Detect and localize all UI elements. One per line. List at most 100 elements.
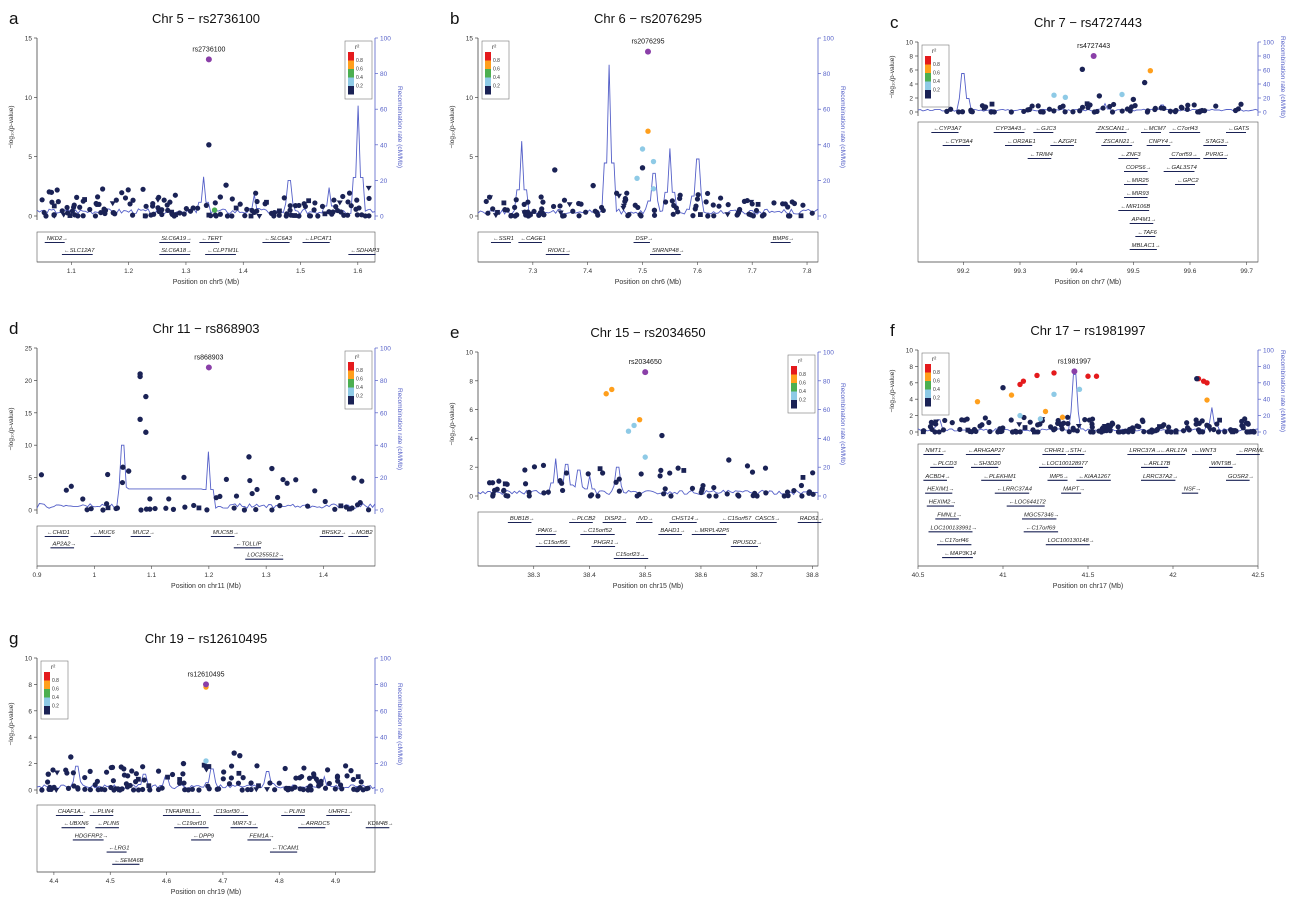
- r-tick-label: 0: [380, 508, 384, 515]
- snp-point: [253, 787, 260, 793]
- y-axis-title: −log₁₀(p-value): [8, 407, 15, 450]
- y-tick-label: 5: [28, 475, 32, 482]
- snp-point: [356, 205, 362, 211]
- r-tick-label: 100: [823, 36, 834, 43]
- snp-point: [1130, 96, 1137, 103]
- gene-label: PVRIG→: [1205, 152, 1229, 158]
- snp-point: [744, 197, 750, 204]
- snp-point: [229, 213, 235, 219]
- snp-point: [135, 776, 141, 782]
- snp-point: [658, 467, 664, 473]
- lead-snp-point: [645, 48, 651, 55]
- y-tick-label: 10: [906, 348, 914, 355]
- gene-label: STH→: [1070, 448, 1087, 454]
- panel-letter: a: [9, 9, 19, 28]
- x-axis-title: Position on chr11 (Mb): [171, 583, 241, 590]
- legend-swatch: [485, 52, 491, 61]
- gene-label: ←MIR106B: [1120, 204, 1150, 210]
- panel-letter: d: [9, 319, 18, 338]
- snp-point: [163, 505, 169, 511]
- gene-label: UHRF1→: [328, 809, 353, 815]
- legend-swatch: [348, 77, 354, 86]
- r-tick-label: 100: [380, 656, 391, 663]
- panel-title: Chr 17 − rs1981997: [1030, 323, 1145, 338]
- legend-swatch: [791, 366, 797, 375]
- snp-point: [319, 203, 326, 209]
- snp-point: [276, 212, 282, 218]
- snp-point: [1046, 106, 1053, 112]
- snp-point: [348, 768, 354, 774]
- snp-point: [102, 787, 108, 793]
- y-tick-label: 15: [25, 36, 33, 43]
- snp-point: [711, 484, 717, 491]
- snp-point: [284, 211, 290, 217]
- gene-label: NKD2→: [47, 236, 68, 242]
- snp-point: [661, 491, 667, 497]
- snp-point: [703, 199, 709, 205]
- snp-point: [949, 420, 955, 426]
- x-tick-label: 42: [1169, 572, 1177, 579]
- x-tick-label: 41: [999, 572, 1007, 579]
- snp-point: [121, 766, 127, 772]
- snp-point: [620, 203, 627, 209]
- gene-label: LOC255512→: [247, 553, 284, 559]
- snp-point: [753, 207, 760, 214]
- gene-label: CASC5→: [755, 516, 780, 522]
- snp-point: [307, 213, 314, 219]
- snp-point: [292, 203, 299, 209]
- gene-label: BAHD1→: [660, 528, 685, 534]
- snp-point: [744, 463, 751, 469]
- snp-point: [1166, 424, 1172, 430]
- r-tick-label: 20: [1263, 413, 1271, 420]
- panel-title: Chr 5 − rs2736100: [152, 11, 260, 26]
- snp-point: [616, 476, 622, 482]
- snp-point: [491, 487, 498, 493]
- gene-label: ←GJC3: [1035, 126, 1056, 132]
- gene-label: CHST14→: [672, 516, 700, 522]
- snp-point: [87, 768, 93, 774]
- gene-label: RPUSD2→: [733, 540, 762, 546]
- gene-label: ←C15orf52: [582, 528, 612, 534]
- snp-point: [539, 206, 545, 212]
- snp-point: [1184, 106, 1190, 112]
- legend-swatch: [485, 69, 491, 78]
- panel-b: b Chr 6 − rs2076295 0 5 10 15 0 20 40 60 80 100 −log…: [449, 9, 846, 286]
- r-tick-label: 100: [1263, 348, 1274, 355]
- gene-label: AP2A2→: [51, 541, 76, 547]
- snp-point: [1173, 428, 1179, 434]
- legend-tick: 0.4: [52, 695, 59, 701]
- snp-point: [271, 213, 277, 219]
- snp-point: [956, 109, 962, 115]
- gene-label: ←KIAA1267: [1078, 474, 1111, 480]
- snp-point: [725, 202, 731, 208]
- snp-point: [987, 428, 993, 435]
- snp-point: [196, 787, 202, 793]
- panel-e: e Chr 15 − rs20346500246810020406080100−l…: [449, 323, 846, 590]
- r-tick-label: 80: [1263, 54, 1271, 61]
- gene-label: ←MAP3K14: [944, 551, 976, 557]
- gene-label: BMP6→: [773, 236, 795, 242]
- snp-point: [1075, 424, 1082, 430]
- x-axis-title: Position on chr19 (Mb): [171, 889, 241, 896]
- gene-label: ←WNT3: [1194, 448, 1217, 454]
- snp-point: [940, 427, 947, 433]
- snp-point: [697, 212, 703, 217]
- snp-point: [359, 478, 365, 484]
- snp-point: [1087, 102, 1093, 108]
- snp-point: [1146, 429, 1152, 435]
- snp-point: [88, 506, 94, 512]
- gene-label: ←TRIM4: [1030, 152, 1053, 158]
- gene-label: CRHR1→: [1044, 448, 1070, 454]
- legend-tick: 0.8: [493, 58, 500, 64]
- r-tick-label: 40: [380, 142, 388, 149]
- snp-point: [595, 212, 601, 218]
- snp-point: [71, 202, 77, 208]
- snp-point: [275, 494, 281, 501]
- gene-label: ←RPRML: [1238, 448, 1264, 454]
- gene-label: ←LRRC37A4: [997, 487, 1032, 493]
- snp-point: [272, 787, 278, 793]
- snp-point: [1066, 429, 1072, 435]
- snp-point: [490, 206, 496, 212]
- snp-point: [667, 470, 673, 476]
- r-axis-title: Recombination rate (cM/Mb): [396, 86, 403, 168]
